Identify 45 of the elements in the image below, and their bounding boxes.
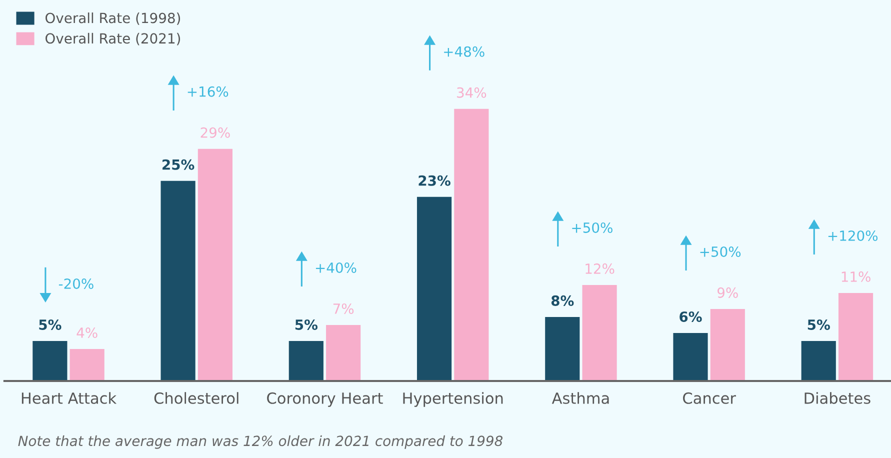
data-label: 11% bbox=[842, 271, 870, 282]
bar bbox=[582, 284, 617, 381]
data-label: 5% bbox=[808, 319, 830, 330]
x-tick-label: Diabetes bbox=[804, 392, 870, 404]
data-label: 34% bbox=[457, 87, 486, 98]
data-label: 5% bbox=[39, 319, 62, 330]
bar bbox=[673, 332, 708, 381]
bar bbox=[801, 340, 836, 381]
data-label: 5% bbox=[295, 319, 318, 330]
x-tick-label: Heart Attack bbox=[22, 392, 117, 404]
annotation: +40% bbox=[316, 262, 356, 273]
text: +16% bbox=[188, 86, 228, 97]
x-tick-label: Asthma bbox=[552, 392, 609, 404]
bar bbox=[70, 348, 104, 381]
bar bbox=[454, 108, 489, 381]
x-tick-label: Hypertension bbox=[403, 392, 503, 407]
x-tick-label: Coronory Heart bbox=[267, 392, 383, 407]
data-label: 7% bbox=[333, 303, 354, 314]
data-label: 23% bbox=[418, 175, 450, 186]
annotation: +50% bbox=[700, 246, 741, 257]
annotation: +50% bbox=[572, 222, 612, 233]
data-label: 25% bbox=[162, 159, 194, 170]
text: +48% bbox=[444, 46, 484, 57]
bar bbox=[32, 340, 68, 381]
data-label: 4% bbox=[76, 327, 98, 338]
legend-label: Overall Rate (2021) bbox=[46, 32, 180, 46]
text: Note that the average man was 12% older in 2021 compared to 1998 bbox=[18, 435, 503, 449]
bar bbox=[416, 196, 452, 381]
bar bbox=[838, 292, 874, 381]
annotation: +120% bbox=[828, 230, 878, 241]
x-tick-label: Cancer bbox=[683, 392, 736, 404]
bar bbox=[288, 340, 324, 381]
bar bbox=[160, 180, 196, 381]
data-label: 6% bbox=[680, 311, 702, 322]
data-label: 8% bbox=[551, 295, 574, 306]
data-label: 12% bbox=[586, 263, 614, 274]
legend-label: Overall Rate (1998) bbox=[46, 12, 180, 25]
bar bbox=[545, 316, 580, 381]
bar bbox=[710, 308, 745, 381]
annotation: -20% bbox=[58, 278, 94, 289]
data-label: 29% bbox=[200, 127, 230, 138]
data-label: 9% bbox=[718, 287, 738, 298]
x-tick-label: Cholesterol bbox=[154, 392, 238, 404]
bar bbox=[326, 324, 361, 381]
bar bbox=[198, 148, 232, 381]
